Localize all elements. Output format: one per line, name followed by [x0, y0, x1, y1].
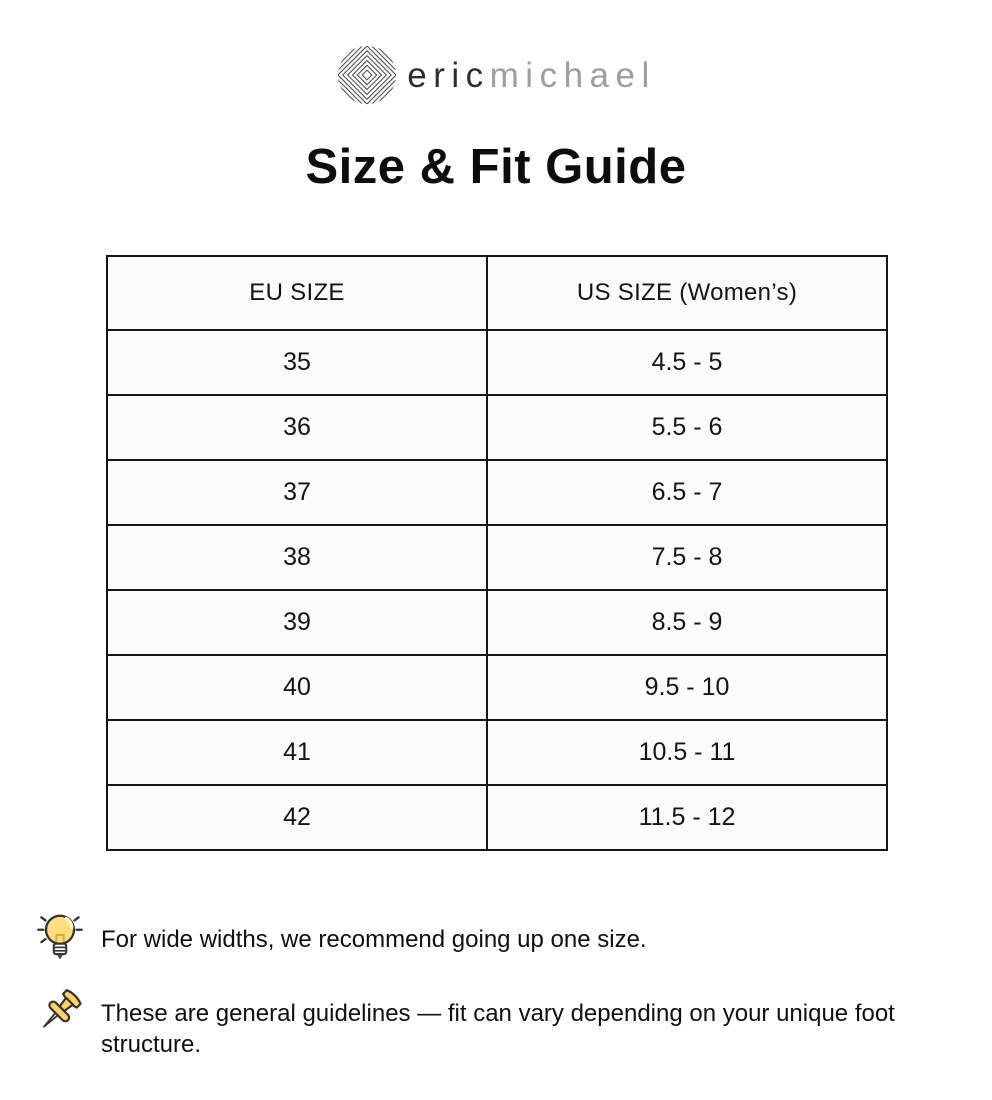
tip-text: These are general guidelines — fit can v…	[101, 1000, 895, 1058]
us-size-header: US SIZE (Women’s)	[486, 255, 888, 331]
us-size-cell: 8.5 - 9	[486, 589, 888, 656]
table-row: 36 5.5 - 6	[106, 394, 888, 461]
tip-general-guidelines: These are general guidelines — fit can v…	[32, 986, 962, 1060]
table-row: 42 11.5 - 12	[106, 784, 888, 851]
brand-logo: ericmichael	[0, 0, 992, 106]
table-row: 35 4.5 - 5	[106, 329, 888, 396]
table-row: 40 9.5 - 10	[106, 654, 888, 721]
us-size-cell: 6.5 - 7	[486, 459, 888, 526]
eu-size-cell: 38	[106, 524, 488, 591]
eu-size-cell: 41	[106, 719, 488, 786]
brand-name-primary: eric	[407, 55, 490, 95]
lightbulb-icon	[32, 908, 88, 966]
eu-size-header: EU SIZE	[106, 255, 488, 331]
concentric-diamonds-icon	[336, 44, 398, 106]
brand-name-secondary: michael	[489, 55, 656, 95]
eu-size-cell: 36	[106, 394, 488, 461]
eu-size-cell: 35	[106, 329, 488, 396]
table-row: 38 7.5 - 8	[106, 524, 888, 591]
table-header-row: EU SIZE US SIZE (Women’s)	[106, 255, 888, 331]
size-table: EU SIZE US SIZE (Women’s) 35 4.5 - 5 36 …	[106, 255, 888, 851]
tip-wide-widths: For wide widths, we recommend going up o…	[32, 908, 962, 966]
tip-text: For wide widths, we recommend going up o…	[101, 926, 647, 953]
us-size-cell: 10.5 - 11	[486, 719, 888, 786]
us-size-cell: 11.5 - 12	[486, 784, 888, 851]
table-row: 41 10.5 - 11	[106, 719, 888, 786]
us-size-cell: 5.5 - 6	[486, 394, 888, 461]
tips-section: For wide widths, we recommend going up o…	[32, 908, 962, 1060]
table-row: 37 6.5 - 7	[106, 459, 888, 526]
page-title: Size & Fit Guide	[305, 140, 687, 194]
us-size-cell: 7.5 - 8	[486, 524, 888, 591]
eu-size-cell: 42	[106, 784, 488, 851]
table-row: 39 8.5 - 9	[106, 589, 888, 656]
eu-size-cell: 40	[106, 654, 488, 721]
us-size-cell: 9.5 - 10	[486, 654, 888, 721]
us-size-cell: 4.5 - 5	[486, 329, 888, 396]
brand-wordmark: ericmichael	[407, 58, 656, 93]
eu-size-cell: 37	[106, 459, 488, 526]
eu-size-cell: 39	[106, 589, 488, 656]
pushpin-icon	[32, 986, 88, 1044]
